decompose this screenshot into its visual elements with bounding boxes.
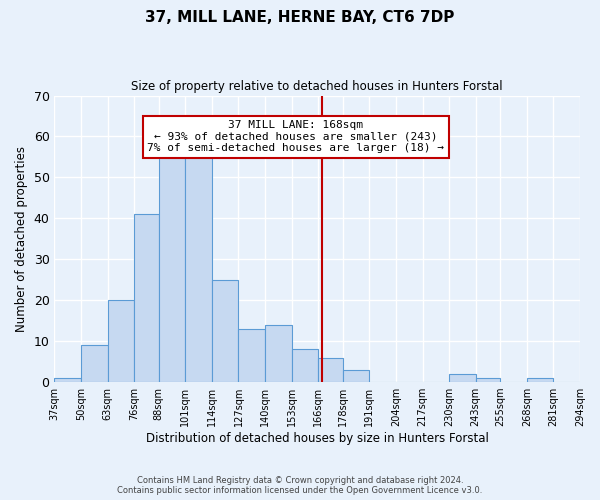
Bar xyxy=(159,157,185,382)
Bar xyxy=(107,300,134,382)
Bar xyxy=(343,370,370,382)
Bar xyxy=(292,350,318,382)
Bar xyxy=(134,214,159,382)
Text: 37 MILL LANE: 168sqm
← 93% of detached houses are smaller (243)
7% of semi-detac: 37 MILL LANE: 168sqm ← 93% of detached h… xyxy=(147,120,444,154)
Bar xyxy=(449,374,476,382)
Y-axis label: Number of detached properties: Number of detached properties xyxy=(15,146,28,332)
Bar xyxy=(81,345,107,382)
Bar xyxy=(55,378,81,382)
Text: 37, MILL LANE, HERNE BAY, CT6 7DP: 37, MILL LANE, HERNE BAY, CT6 7DP xyxy=(145,10,455,25)
Bar xyxy=(238,329,265,382)
Bar xyxy=(185,144,212,382)
Bar xyxy=(527,378,553,382)
Title: Size of property relative to detached houses in Hunters Forstal: Size of property relative to detached ho… xyxy=(131,80,503,93)
Bar xyxy=(318,358,343,382)
Bar xyxy=(476,378,500,382)
Bar xyxy=(212,280,238,382)
Text: Contains HM Land Registry data © Crown copyright and database right 2024.
Contai: Contains HM Land Registry data © Crown c… xyxy=(118,476,482,495)
Bar xyxy=(265,325,292,382)
X-axis label: Distribution of detached houses by size in Hunters Forstal: Distribution of detached houses by size … xyxy=(146,432,488,445)
